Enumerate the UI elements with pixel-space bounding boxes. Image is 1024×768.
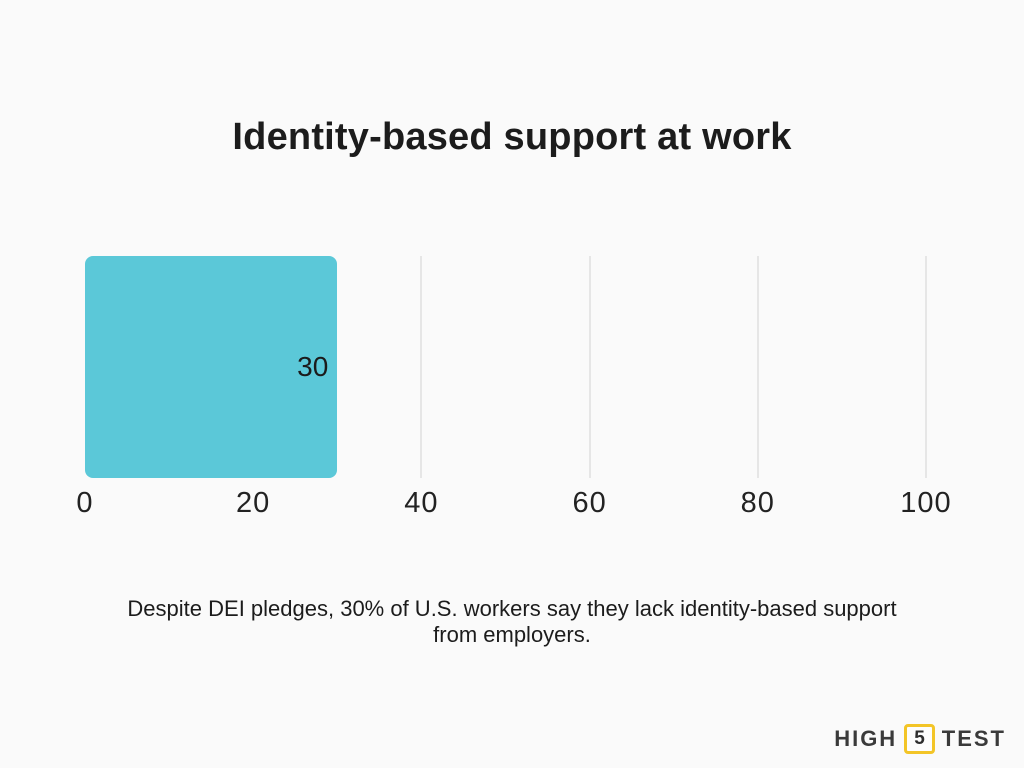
bar: 30 [85,256,338,478]
logo-text-test: TEST [941,726,1006,751]
gridline [925,256,927,478]
plot-area: 30 [85,256,927,478]
logo-text-high: HIGH [834,726,898,751]
x-axis-tick-label: 80 [740,487,775,519]
x-axis-tick-label: 60 [572,487,607,519]
gridline [756,256,759,478]
caption: Despite DEI pledges, 30% of U.S. workers… [0,596,1024,648]
caption-line-2: from employers. [433,621,591,647]
logo-5-badge: 5 [904,724,935,754]
chart-title: Identity-based support at work [232,116,792,158]
x-axis-tick-label: 0 [76,487,94,519]
x-axis-tick-label: 100 [900,487,952,519]
x-axis-tick-label: 40 [404,487,439,519]
x-axis: 0 20 40 60 80 100 [76,487,950,523]
x-axis-tick-label: 20 [236,487,271,519]
bar-value-label: 30 [297,351,329,382]
gridline [420,256,423,478]
gridline [588,256,591,478]
caption-line-1: Despite DEI pledges, 30% of U.S. workers… [127,596,897,621]
brand-logo: HIGH 5 TEST [834,724,1006,754]
